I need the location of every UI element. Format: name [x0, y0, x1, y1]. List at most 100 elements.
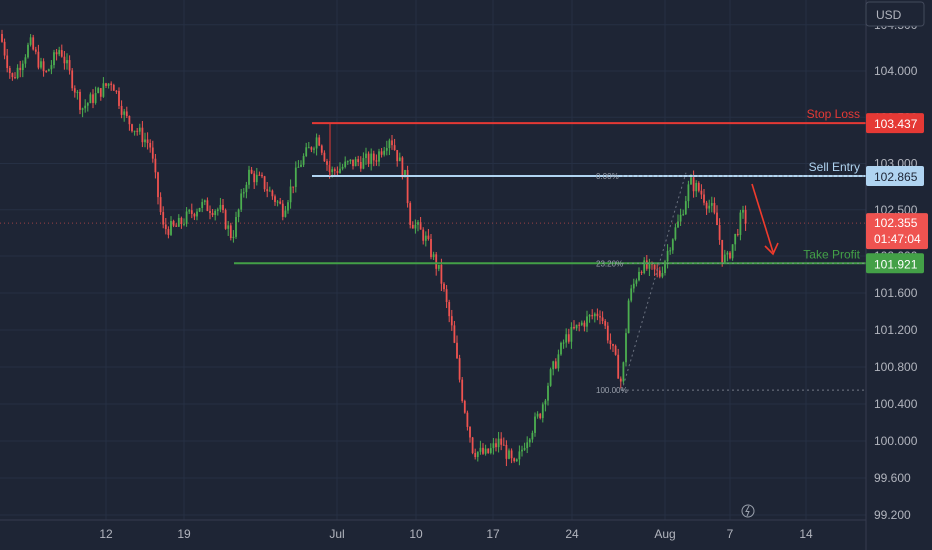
candle-body	[417, 222, 419, 225]
candle-body	[422, 229, 425, 241]
candle-body	[115, 90, 118, 92]
candle-body	[580, 322, 583, 325]
candle-body	[461, 379, 464, 401]
candle-body	[539, 413, 542, 419]
candle-body	[224, 210, 227, 229]
candle-body	[206, 200, 209, 211]
candle-body	[71, 70, 74, 89]
candle-body	[528, 439, 531, 443]
time-axis[interactable]: 12 19 Jul 10 17 24 Aug 7 14	[99, 527, 813, 541]
candle-body	[638, 271, 640, 281]
candle-body	[383, 150, 386, 155]
candle-body	[14, 77, 16, 79]
candle-body	[682, 214, 685, 216]
candle-body	[110, 83, 113, 85]
x-tick-label: Jul	[329, 527, 344, 541]
y-tick-label: 100.400	[874, 397, 918, 411]
candle-body	[89, 94, 92, 104]
candle-body	[409, 203, 412, 225]
candle-body	[557, 354, 560, 369]
candle-body	[66, 60, 68, 64]
candle-body	[601, 317, 604, 321]
candle-body	[297, 166, 300, 168]
x-tick-label: 12	[99, 527, 113, 541]
candle-body	[445, 289, 448, 303]
candle-body	[448, 302, 451, 317]
candle-body	[107, 83, 110, 86]
price-labels: 103.437 102.865 101.921 102.355 01:47:04	[866, 113, 928, 274]
candle-body	[6, 55, 9, 68]
current-price-label: 102.355	[874, 216, 918, 230]
candle-body	[560, 342, 562, 355]
candle-body	[721, 239, 724, 263]
candle-body	[622, 362, 625, 382]
candle-body	[726, 252, 729, 255]
candle-body	[302, 156, 305, 165]
candle-body	[513, 458, 516, 462]
candle-body	[58, 50, 61, 55]
candle-body	[469, 426, 471, 438]
candle-body	[562, 342, 565, 344]
level-name: Sell Entry	[809, 160, 860, 174]
candle-body	[643, 260, 646, 273]
candle-body	[112, 84, 115, 91]
candle-body	[612, 344, 614, 346]
candle-body	[427, 235, 430, 239]
candle-body	[331, 169, 334, 173]
candle-body	[679, 214, 682, 222]
candle-body	[97, 88, 100, 94]
candle-body	[336, 171, 339, 173]
candle-body	[736, 233, 739, 235]
candle-body	[713, 203, 716, 213]
candle-body	[521, 449, 523, 452]
candle-body	[458, 358, 461, 380]
candle-body	[547, 385, 549, 401]
candle-body	[536, 413, 539, 417]
lightning-icon[interactable]	[741, 504, 755, 518]
candle-body	[487, 448, 490, 453]
candle-body	[118, 90, 120, 106]
candle-body	[378, 151, 380, 162]
candle-body	[263, 176, 266, 190]
candle-body	[627, 300, 630, 334]
candle-body	[489, 448, 492, 453]
candle-body	[692, 177, 695, 192]
candle-body	[19, 67, 22, 71]
level-price-label: 101.921	[874, 257, 918, 271]
candle-body	[253, 173, 256, 183]
candle-body	[437, 264, 440, 269]
current-price-box	[866, 213, 928, 250]
candle-body	[266, 189, 269, 192]
candle-body	[354, 159, 357, 167]
y-tick-label: 99.200	[874, 508, 911, 522]
candle-body	[391, 140, 393, 146]
candle-body	[151, 147, 154, 159]
candle-body	[593, 313, 596, 317]
candle-body	[565, 334, 568, 343]
candle-body	[258, 174, 261, 176]
level-name: Stop Loss	[807, 107, 860, 121]
candle-body	[541, 404, 544, 419]
currency-box[interactable]: USD	[865, 1, 925, 27]
candle-body	[183, 223, 185, 225]
x-tick-label: 17	[486, 527, 500, 541]
candle-body	[684, 201, 687, 215]
candle-body	[625, 333, 627, 363]
candle-body	[484, 448, 487, 454]
candle-body	[474, 453, 477, 458]
candle-body	[744, 209, 747, 224]
fib-label: 23.20%	[596, 259, 623, 268]
candle-body	[344, 161, 347, 167]
candle-body	[435, 254, 438, 269]
candle-body	[255, 174, 258, 183]
candle-body	[276, 201, 279, 203]
candle-body	[573, 326, 575, 329]
candle-body	[8, 67, 11, 74]
x-tick-label: 19	[177, 527, 191, 541]
candle-body	[534, 416, 536, 433]
candle-body	[419, 222, 422, 230]
candle-body	[401, 157, 404, 178]
candle-body	[326, 161, 328, 165]
candle-body	[349, 159, 352, 162]
